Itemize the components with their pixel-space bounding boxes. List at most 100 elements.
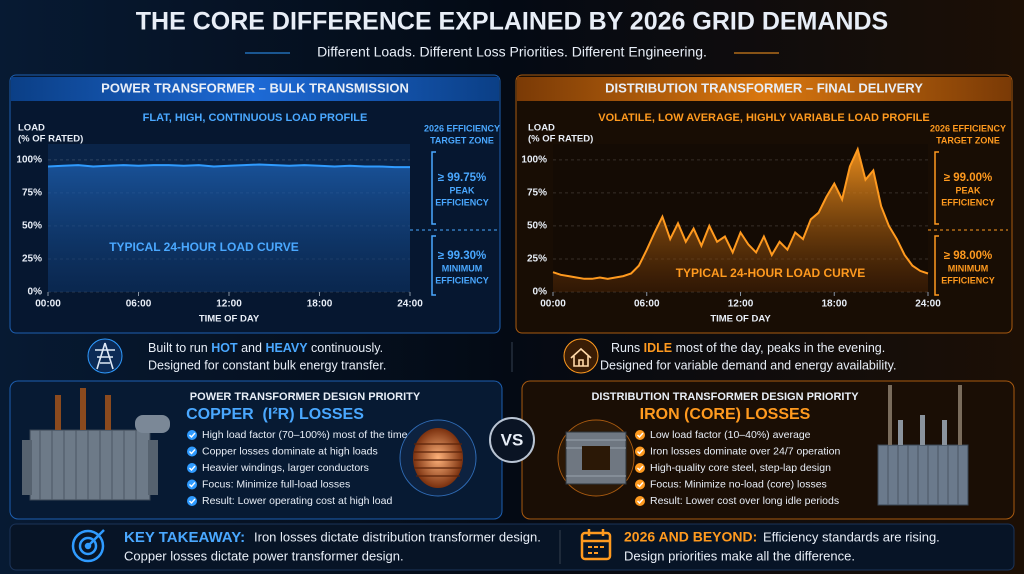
x-tick-label: 18:00 [821, 299, 847, 310]
iron-core-image [557, 419, 635, 497]
card-bullet: Focus: Minimize no-load (core) losses [650, 478, 827, 490]
panel-header [11, 77, 499, 101]
footer-text: Copper losses dictate power transformer … [124, 548, 404, 563]
check-icon [637, 449, 644, 455]
card-bullet: Focus: Minimize full-load losses [202, 478, 350, 490]
card-bullet: Iron losses dominate over 24/7 operation [650, 445, 840, 457]
tower-icon [95, 342, 115, 370]
y-tick-label: 25% [22, 254, 42, 265]
y-tick-label: 25% [527, 254, 547, 265]
target-label: MINIMUM [948, 263, 989, 273]
check-icon [187, 446, 197, 457]
check-icon [635, 496, 645, 506]
target-value: ≥ 99.00% [944, 172, 993, 184]
check-icon [637, 432, 644, 439]
house-icon [563, 338, 599, 374]
target-label: PEAK [449, 185, 475, 195]
check-icon [637, 498, 644, 505]
target-label: EFFICIENCY [435, 197, 489, 207]
info-highlight: IDLE [644, 341, 672, 355]
check-icon [637, 465, 644, 472]
check-icon [187, 496, 197, 506]
panel-title: DISTRIBUTION TRANSFORMER – FINAL DELIVER… [605, 80, 923, 95]
calendar-icon [580, 529, 612, 561]
card-focus: COPPER (I²R) LOSSES [186, 406, 364, 423]
footer-lead: 2026 AND BEYOND: [624, 529, 757, 545]
check-icon [187, 463, 197, 473]
info-text: Designed for constant bulk energy transf… [148, 358, 386, 372]
info-seg: Built to run [148, 341, 211, 355]
x-tick-label: 24:00 [397, 299, 423, 310]
x-tick-label: 12:00 [216, 299, 242, 310]
check-icon [635, 479, 645, 490]
target-icon [71, 529, 105, 563]
footer-bar [9, 523, 1015, 571]
zone-title: TARGET ZONE [430, 135, 494, 145]
card-bullet: Result: Lower operating cost at high loa… [202, 495, 392, 507]
panel-title: POWER TRANSFORMER – BULK TRANSMISSION [101, 80, 409, 95]
y-axis-label: (% OF RATED) [528, 134, 593, 145]
x-tick-label: 00:00 [540, 299, 566, 310]
card-heading: DISTRIBUTION TRANSFORMER DESIGN PRIORITY [591, 391, 859, 403]
y-tick-label: 50% [22, 221, 42, 232]
distribution-transformer-image [877, 385, 969, 506]
page-subtitle: Different Loads. Different Loss Prioriti… [317, 44, 707, 60]
footer-text: Design priorities make all the differenc… [624, 548, 855, 563]
chart-annotation: TYPICAL 24-HOUR LOAD CURVE [109, 240, 299, 254]
y-tick-label: 50% [527, 221, 547, 232]
zone-title: TARGET ZONE [936, 135, 1000, 145]
y-tick-label: 100% [16, 154, 42, 165]
target-label: MINIMUM [442, 263, 483, 273]
vs-label: VS [501, 430, 524, 449]
target-label: PEAK [955, 185, 981, 195]
card-bullet: High-quality core steel, step-lap design [650, 462, 831, 474]
chart-annotation: TYPICAL 24-HOUR LOAD CURVE [676, 266, 866, 280]
chart-subtitle: FLAT, HIGH, CONTINUOUS LOAD PROFILE [143, 112, 368, 124]
power-transformer-image [22, 388, 170, 501]
check-icon [187, 479, 197, 490]
y-axis-label: LOAD [18, 123, 45, 134]
chart-subtitle: VOLATILE, LOW AVERAGE, HIGHLY VARIABLE L… [598, 112, 929, 124]
footer-text: Iron losses dictate distribution transfo… [254, 529, 541, 544]
x-tick-label: 18:00 [307, 299, 333, 310]
card-heading: POWER TRANSFORMER DESIGN PRIORITY [190, 391, 421, 403]
y-tick-label: 75% [22, 188, 42, 199]
target-value: ≥ 99.75% [438, 172, 487, 184]
page-title: THE CORE DIFFERENCE EXPLAINED BY 2026 GR… [136, 8, 888, 36]
info-text: Runs IDLE most of the day, peaks in the … [611, 341, 885, 355]
card-bullet: Heavier windings, larger conductors [202, 462, 369, 474]
footer-text: Efficiency standards are rising. [763, 529, 940, 544]
load-line [552, 146, 929, 280]
zone-title: 2026 EFFICIENCY [930, 123, 1006, 133]
x-tick-label: 00:00 [35, 299, 61, 310]
check-icon [635, 430, 645, 440]
tower-icon [87, 338, 123, 374]
x-tick-label: 24:00 [915, 299, 941, 310]
y-axis-label: (% OF RATED) [18, 134, 83, 145]
target-label: EFFICIENCY [435, 275, 489, 285]
target-label: EFFICIENCY [941, 275, 995, 285]
check-icon [187, 430, 197, 440]
target-value: ≥ 98.00% [944, 250, 993, 262]
x-axis-label: TIME OF DAY [710, 314, 771, 325]
info-text: Built to run HOT and HEAVY continuously. [148, 341, 383, 355]
check-icon [189, 449, 196, 455]
check-icon [635, 463, 645, 473]
check-icon [189, 482, 196, 488]
y-tick-label: 0% [533, 287, 548, 298]
info-seg: Runs [611, 341, 644, 355]
copper-coil-image [399, 419, 477, 497]
vs-badge [489, 417, 535, 463]
target-label: EFFICIENCY [941, 197, 995, 207]
x-tick-label: 06:00 [126, 299, 152, 310]
info-highlight: HEAVY [265, 341, 308, 355]
zone-bracket [431, 151, 436, 296]
info-seg: most of the day, peaks in the evening. [672, 341, 885, 355]
check-icon [189, 432, 196, 439]
card-bullet: Copper losses dominate at high loads [202, 445, 378, 457]
y-tick-label: 0% [28, 287, 43, 298]
info-seg: continuously. [308, 341, 384, 355]
y-tick-label: 75% [527, 188, 547, 199]
x-axis-label: TIME OF DAY [199, 314, 260, 325]
x-tick-label: 06:00 [634, 299, 660, 310]
